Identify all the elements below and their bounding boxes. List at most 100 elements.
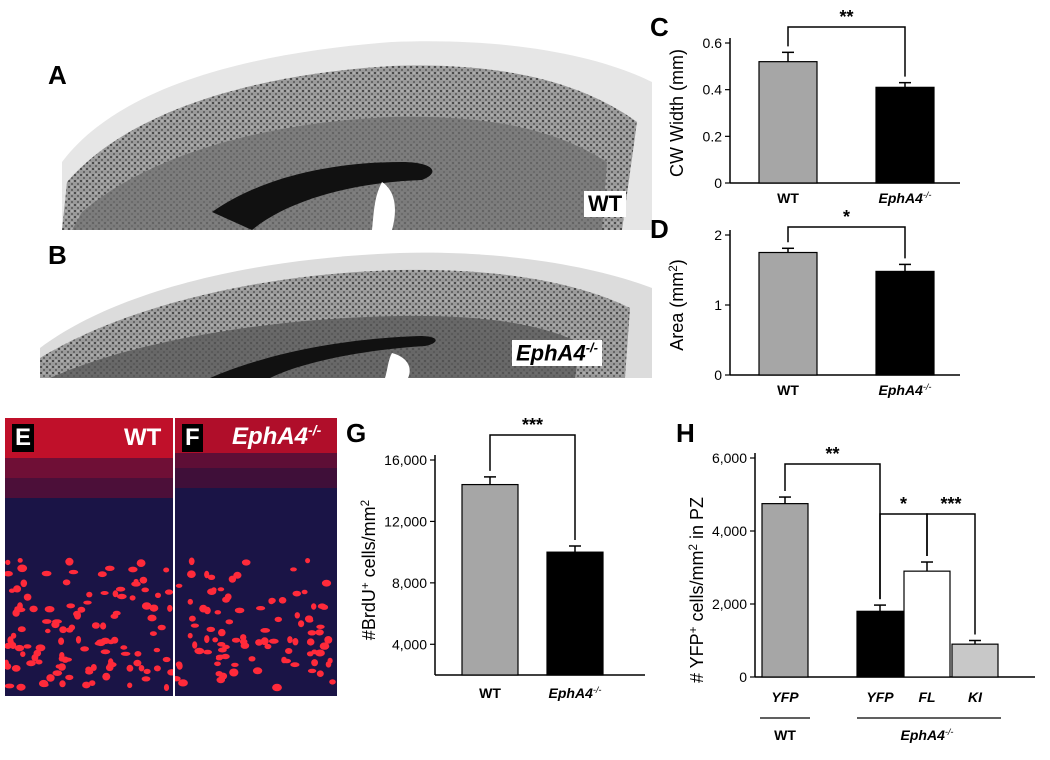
cell-nucleus	[128, 566, 138, 573]
bar	[461, 483, 519, 676]
y-tick-label: 8,000	[392, 575, 427, 591]
cell-nucleus	[252, 667, 263, 675]
cell-nucleus	[188, 557, 195, 566]
panel-letter-h: H	[676, 418, 695, 448]
cell-nucleus	[35, 644, 46, 652]
cell-nucleus	[105, 664, 114, 672]
cell-nucleus	[307, 630, 317, 636]
cell-nucleus	[5, 683, 15, 689]
y-axis-label: CW Width (mm)	[667, 49, 687, 177]
cell-nucleus	[26, 660, 36, 667]
chart-g: 4,000 8,000 12,000 16,000 *** #BrdU+ cells/mm…	[359, 415, 645, 701]
y-axis-label: Area (mm2)	[667, 259, 688, 351]
cell-nucleus	[55, 664, 61, 669]
cell-nucleus	[41, 570, 52, 577]
cell-nucleus	[225, 619, 234, 625]
bar	[951, 643, 999, 678]
significance-bracket	[787, 226, 906, 259]
cell-nucleus	[66, 603, 75, 609]
cell-nucleus	[108, 658, 114, 666]
brdu-staining-wt-drawing	[5, 418, 173, 696]
cell-nucleus	[274, 616, 282, 623]
cell-nucleus	[136, 559, 146, 567]
cell-nucleus	[239, 638, 248, 645]
cell-nucleus	[260, 637, 269, 646]
cell-nucleus	[17, 558, 23, 563]
y-tick-label: 1	[714, 297, 722, 313]
cell-nucleus	[178, 679, 188, 687]
cell-nucleus	[162, 656, 171, 663]
x-tick-label: YFP	[771, 689, 799, 705]
cell-nucleus	[89, 680, 96, 686]
bar	[758, 251, 818, 376]
y-tick-label: 2,000	[712, 596, 747, 612]
cell-nucleus	[268, 638, 279, 644]
cell-nucleus	[91, 622, 100, 629]
significance-bracket	[489, 434, 576, 540]
cell-nucleus	[316, 670, 324, 677]
significance-label: **	[825, 444, 839, 464]
x-tick-label: FL	[918, 689, 935, 705]
cell-nucleus	[105, 565, 115, 571]
cell-nucleus	[149, 604, 159, 612]
cell-nucleus	[329, 679, 336, 685]
cell-nucleus	[5, 663, 12, 670]
cell-nucleus	[59, 680, 66, 688]
cell-nucleus	[73, 610, 81, 618]
cell-nucleus	[241, 559, 251, 566]
cell-nucleus	[17, 626, 26, 633]
cell-nucleus	[292, 638, 299, 646]
cell-nucleus	[214, 610, 222, 615]
cell-nucleus	[141, 602, 152, 610]
x-tick-label: WT	[777, 382, 799, 398]
epha4-label-f: EphA4-/-	[232, 422, 322, 450]
cell-nucleus	[324, 636, 333, 644]
cell-nucleus	[10, 632, 17, 639]
cell-nucleus	[65, 557, 74, 566]
cell-nucleus	[23, 644, 32, 649]
cell-nucleus	[215, 671, 223, 677]
cell-nucleus	[311, 659, 318, 667]
cell-nucleus	[199, 604, 208, 613]
cell-nucleus	[221, 653, 230, 660]
cell-nucleus	[190, 623, 199, 628]
cell-nucleus	[134, 651, 142, 657]
cell-nucleus	[290, 567, 297, 572]
significance-label: *	[843, 207, 850, 227]
cell-nucleus	[65, 674, 74, 681]
cell-nucleus	[311, 649, 318, 655]
cell-nucleus	[131, 581, 141, 587]
epha4-label-b: EphA4-/-	[512, 340, 602, 367]
cell-nucleus	[315, 649, 325, 657]
cell-nucleus	[231, 662, 239, 667]
cell-nucleus	[20, 651, 26, 657]
cell-nucleus	[268, 598, 275, 605]
bar	[761, 503, 809, 678]
significance-label: ***	[940, 494, 961, 514]
y-tick-label: 16,000	[384, 452, 427, 468]
cell-nucleus	[61, 656, 69, 663]
panel-letter-d: D	[650, 214, 669, 244]
fluorescence-image-wt	[5, 418, 173, 696]
cell-nucleus	[233, 571, 242, 579]
cell-nucleus	[155, 592, 161, 598]
cell-nucleus	[285, 648, 293, 654]
coronal-section-epha4-drawing	[40, 252, 652, 378]
y-tick-label: 0	[739, 669, 747, 685]
bar	[875, 270, 935, 376]
histology-image-epha4	[40, 228, 652, 378]
y-tick-label: 0	[714, 175, 722, 191]
bar	[856, 610, 904, 678]
cell-nucleus	[86, 591, 93, 598]
cell-nucleus	[45, 628, 51, 634]
cell-nucleus	[222, 644, 230, 650]
cell-nucleus	[65, 627, 74, 633]
cell-nucleus	[290, 662, 300, 668]
cell-nucleus	[298, 620, 305, 628]
cell-nucleus	[163, 567, 170, 573]
cell-nucleus	[316, 624, 325, 629]
cell-nucleus	[141, 676, 151, 682]
cell-nucleus	[301, 589, 308, 595]
cell-nucleus	[157, 624, 166, 631]
cell-nucleus	[315, 629, 324, 636]
